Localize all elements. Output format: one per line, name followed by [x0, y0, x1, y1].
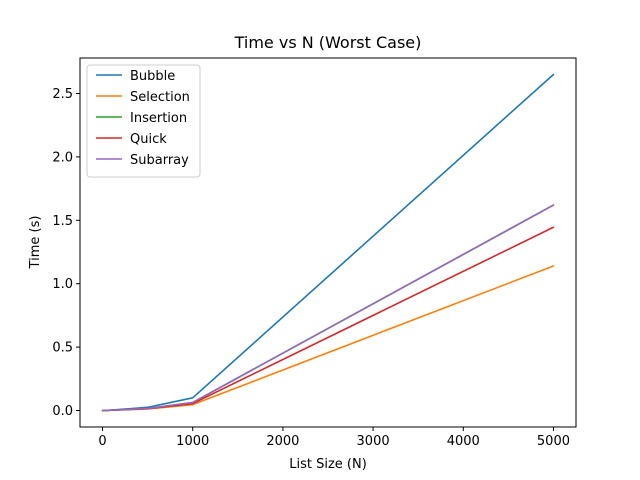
y-tick-label: 2.5: [52, 87, 73, 102]
legend-label: Selection: [130, 90, 190, 105]
y-tick-label: 2.0: [52, 150, 73, 165]
legend-label: Quick: [130, 132, 167, 147]
x-axis: 0 1000 2000 3000 4000 5000: [98, 427, 570, 449]
chart-title: Time vs N (Worst Case): [234, 33, 422, 52]
x-tick-label: 1000: [176, 434, 209, 449]
x-tick-label: 3000: [357, 434, 390, 449]
series-layer: [101, 73, 555, 412]
x-tick-label: 4000: [447, 434, 480, 449]
axes-frame: [79, 57, 577, 428]
y-tick-label: 1.0: [52, 277, 73, 292]
x-axis-label: List Size (N): [289, 457, 367, 472]
legend-label: Subarray: [130, 153, 189, 168]
y-axis: 0.0 0.5 1.0 1.5 2.0 2.5: [52, 87, 80, 419]
y-axis-label: Time (s): [28, 216, 43, 270]
legend-label: Bubble: [130, 69, 175, 84]
x-tick-label: 0: [98, 434, 106, 449]
x-tick-label: 5000: [537, 434, 570, 449]
x-tick-label: 2000: [266, 434, 299, 449]
y-tick-label: 1.5: [52, 214, 73, 229]
series-line-subarray: [101, 204, 555, 412]
legend-label: Insertion: [130, 111, 187, 126]
legend: Bubble Selection Insertion Quick Subarray: [86, 64, 201, 178]
y-tick-label: 0.5: [52, 341, 73, 356]
legend-box: [86, 64, 201, 178]
y-tick-label: 0.0: [52, 404, 73, 419]
